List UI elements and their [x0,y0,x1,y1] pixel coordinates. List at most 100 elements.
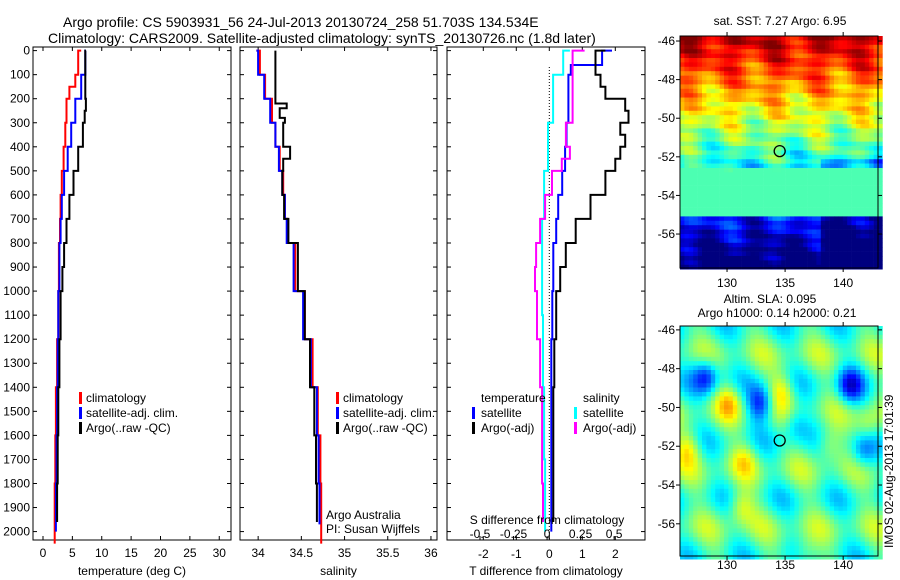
map-cell [759,251,764,257]
map-cell [706,405,712,410]
map-cell [719,352,725,358]
map-cell [869,506,874,512]
map-cell [688,409,694,415]
map-cell [856,405,861,410]
map-cell [825,449,830,454]
map-cell [794,40,800,46]
map-cell [706,488,712,494]
map-cell [706,326,712,331]
map-cell [750,466,756,472]
map-cell [710,97,716,103]
map-cell [812,53,817,59]
map-cell [763,190,769,195]
map-cell [710,242,716,248]
map-cell [680,229,685,235]
map-cell [688,471,694,476]
map-cell [864,124,870,129]
map-cell [812,392,817,397]
map-cell [816,493,822,498]
map-cell [710,493,716,498]
map-cell [869,212,874,217]
map-cell [807,132,813,138]
map-cell [732,506,738,512]
map-cell [864,488,870,494]
map-cell [754,532,760,538]
map-cell [803,88,808,94]
map-cell [842,475,848,481]
map-cell [741,185,747,191]
map-cell [697,185,703,191]
map-cell [732,365,738,371]
map-cell [697,190,703,195]
map-cell [715,352,720,358]
map-cell [838,225,844,230]
map-cell [754,383,760,388]
map-cell [794,510,800,516]
map-cell [785,137,791,142]
map-cell [715,378,720,384]
y-tick-label: 700 [10,212,30,226]
map-cell [812,36,817,41]
map-cell [680,466,685,472]
map-cell [781,510,786,516]
map-cell [684,418,690,424]
map-cell [807,49,813,54]
map-cell [860,181,866,186]
map-cell [816,198,822,204]
x-tick-label: 140 [833,276,853,290]
map-cell [825,247,830,252]
map-cell [684,480,690,485]
map-cell [856,181,861,186]
map-cell [873,110,879,116]
map-cell [763,405,769,410]
map-cell [851,378,857,384]
map-cell [693,541,698,547]
map-cell [732,115,738,120]
map-cell [825,414,830,419]
map-cell [812,247,817,252]
map-cell [781,216,786,222]
map-cell [737,102,742,107]
map-cell [710,119,716,125]
map-cell [834,124,839,129]
map-cell [820,115,826,120]
map-cell [702,198,707,204]
map-cell [820,510,826,516]
map-cell [763,458,769,463]
map-cell [724,444,729,450]
map-cell [741,36,747,41]
map-cell [688,370,694,375]
map-cell [710,370,716,375]
map-cell [794,436,800,441]
map-cell [856,510,861,516]
map-cell [847,159,852,164]
legend-label: satellite [481,406,522,420]
map-cell [807,124,813,129]
map-cell [759,190,764,195]
map-cell [816,75,822,81]
map-cell [851,414,857,419]
map-cell [680,247,685,252]
map-cell [693,181,698,186]
map-cell [816,181,822,186]
map-cell [693,409,698,415]
map-cell [829,168,835,173]
map-cell [719,181,725,186]
map-cell [781,348,786,353]
map-cell [693,352,698,358]
map-cell [746,110,751,116]
map-cell [728,515,734,520]
map-cell [754,458,760,463]
map-cell [732,458,738,463]
map-cell [798,102,804,107]
map-cell [710,75,716,81]
map-cell [785,159,791,164]
map-cell [878,409,883,415]
map-cell [856,163,861,169]
map-cell [856,519,861,525]
map-cell [829,524,835,529]
map-cell [825,88,830,94]
map-cell [684,361,690,366]
map-cell [688,251,694,257]
map-cell [820,422,826,428]
